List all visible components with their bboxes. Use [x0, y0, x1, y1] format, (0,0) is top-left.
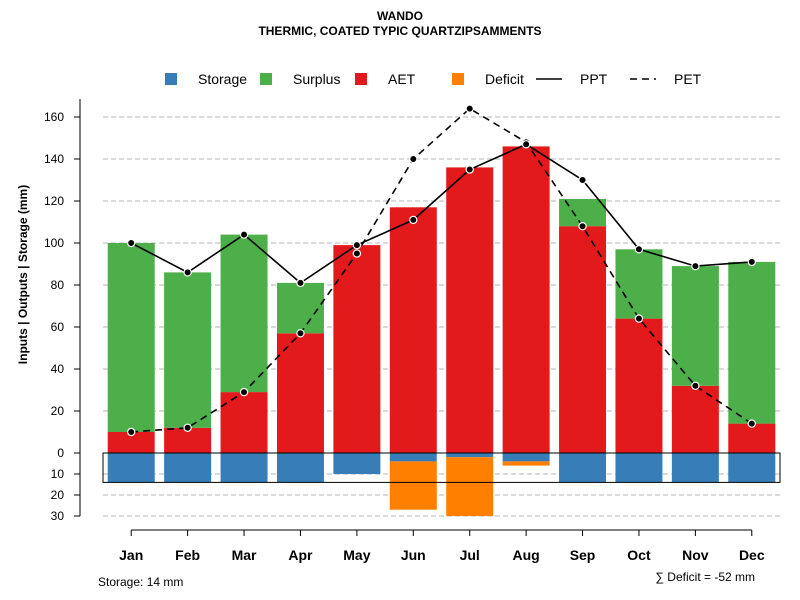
- bar-storage: [728, 453, 776, 483]
- point-pet: [465, 104, 474, 113]
- legend-swatch: [355, 73, 367, 85]
- bar-aet: [276, 333, 324, 453]
- point-pet: [296, 329, 305, 338]
- bar-storage: [333, 453, 381, 474]
- bar-deficit: [446, 457, 494, 516]
- x-tick-label: Sep: [570, 547, 596, 563]
- point-ppt: [296, 278, 305, 288]
- legend-label: Deficit: [485, 71, 524, 87]
- bar-aet: [164, 427, 212, 453]
- bar-aet: [728, 423, 776, 453]
- bar-storage: [107, 453, 155, 483]
- point-pet: [747, 419, 756, 428]
- bar-storage: [446, 453, 494, 458]
- chart-subtitle: THERMIC, COATED TYPIC QUARTZIPSAMMENTS: [258, 24, 542, 38]
- y-tick-label: 160: [44, 110, 64, 124]
- legend-label: PET: [674, 71, 702, 87]
- point-pet: [578, 221, 587, 231]
- bar-storage: [164, 453, 212, 483]
- point-ppt: [634, 245, 644, 254]
- x-tick-label: Feb: [175, 547, 200, 563]
- bar-surplus: [671, 266, 719, 386]
- x-tick-label: Nov: [682, 547, 709, 563]
- x-tick-label: Jun: [401, 547, 426, 563]
- bar-deficit: [389, 461, 437, 510]
- bar-aet: [333, 245, 381, 453]
- y-tick-label: 60: [51, 320, 65, 334]
- bar-aet: [559, 226, 607, 453]
- bar-storage: [220, 453, 268, 483]
- point-pet: [183, 423, 192, 432]
- x-tick-label: Mar: [232, 547, 257, 563]
- x-tick-label: Dec: [739, 547, 765, 563]
- legend-label: Surplus: [293, 71, 340, 87]
- point-ppt: [409, 215, 418, 225]
- y-tick-label: 80: [51, 278, 65, 292]
- x-tick-label: Aug: [513, 547, 540, 563]
- x-tick-label: May: [343, 547, 370, 563]
- point-ppt: [183, 268, 192, 277]
- bar-surplus: [728, 261, 776, 424]
- bar-storage: [389, 453, 437, 462]
- chart-title: WANDO: [377, 9, 423, 23]
- y-tick-label: 40: [51, 362, 65, 376]
- bar-storage: [559, 453, 607, 483]
- y-tick-label-lower: 10: [51, 467, 65, 481]
- point-ppt: [521, 140, 531, 149]
- y-axis-label: Inputs | Outputs | Storage (mm): [16, 185, 30, 364]
- y-tick-label: 140: [44, 152, 64, 166]
- y-tick-label: 0: [57, 446, 64, 460]
- bar-surplus: [220, 234, 268, 393]
- point-pet: [409, 154, 418, 164]
- bar-storage: [615, 453, 663, 483]
- bar-aet: [389, 207, 437, 453]
- x-tick-label: Apr: [288, 547, 313, 563]
- legend-swatch: [260, 73, 272, 85]
- bar-surplus: [107, 243, 155, 432]
- bar-aet: [220, 392, 268, 453]
- line-ppt: [130, 143, 752, 284]
- x-tick-label: Oct: [627, 547, 651, 563]
- legend-swatch: [452, 73, 464, 85]
- bar-storage: [276, 453, 324, 483]
- bar-surplus: [276, 282, 324, 334]
- point-ppt: [239, 230, 249, 239]
- line-pet: [131, 107, 753, 433]
- legend-label: PPT: [580, 71, 608, 87]
- bar-storage: [671, 453, 719, 483]
- point-pet: [634, 314, 644, 323]
- bar-storage: [502, 453, 550, 462]
- bar-surplus: [615, 249, 663, 319]
- point-ppt: [747, 257, 756, 267]
- legend-label: Storage: [198, 71, 247, 87]
- point-ppt: [127, 238, 136, 248]
- bar-aet: [446, 167, 494, 453]
- bar-surplus: [164, 272, 212, 428]
- y-tick-label: 20: [51, 404, 65, 418]
- x-tick-label: Jan: [119, 547, 143, 563]
- x-tick-label: Jul: [460, 547, 480, 563]
- y-tick-label-lower: 20: [51, 488, 65, 502]
- point-pet: [352, 249, 362, 258]
- point-ppt: [691, 261, 700, 271]
- bar-aet: [502, 146, 550, 453]
- bar-aet: [107, 432, 155, 453]
- bar-aet: [615, 318, 663, 453]
- point-pet: [127, 427, 136, 437]
- y-tick-label: 120: [44, 194, 64, 208]
- bar-deficit: [502, 461, 550, 466]
- point-ppt: [578, 175, 587, 185]
- point-pet: [691, 381, 700, 390]
- point-pet: [239, 387, 249, 397]
- point-ppt: [465, 165, 474, 174]
- storage-note: Storage: 14 mm: [98, 575, 184, 589]
- y-tick-label-lower: 30: [51, 509, 65, 523]
- deficit-summary: ∑ Deficit = -52 mm: [655, 570, 755, 584]
- point-ppt: [352, 240, 362, 250]
- y-tick-label: 100: [44, 236, 64, 250]
- legend-label: AET: [388, 71, 416, 87]
- legend-swatch: [165, 73, 177, 85]
